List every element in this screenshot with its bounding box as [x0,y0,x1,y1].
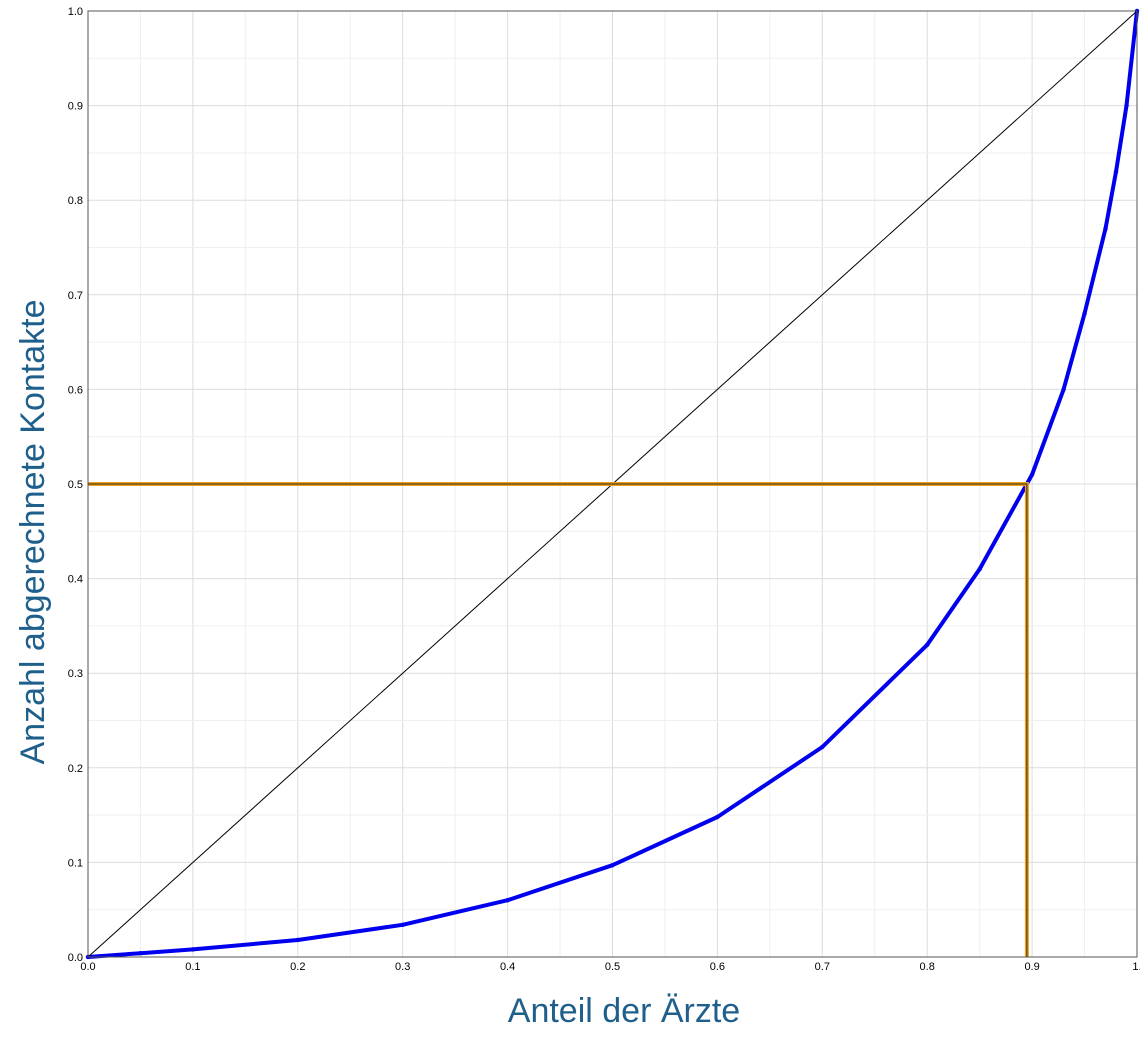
lorenz-curve-point [715,815,719,819]
y-tick-label: 0.8 [68,195,83,207]
lorenz-curve-point [1030,472,1034,476]
x-tick-label: 1. [1132,961,1140,973]
y-axis-ticks: 0.0 0.1 0.2 0.3 0.4 0.5 0.6 0.7 0.8 0.9 1.0 [68,6,83,964]
x-axis-title: Anteil der Ärzte [508,992,740,1030]
y-tick-label: 1.0 [68,6,83,18]
lorenz-curve-point [977,567,981,571]
x-tick-label: 0.2 [290,961,305,973]
y-tick-label: 0.3 [68,668,83,680]
x-tick-label: 0.9 [1024,961,1039,973]
lorenz-curve-point [138,951,142,955]
y-tick-label: 0.0 [68,952,83,964]
y-tick-label: 0.2 [68,763,83,775]
x-tick-label: 0.1 [185,961,200,973]
lorenz-curve-point [820,745,824,749]
y-tick-label: 0.9 [68,101,83,113]
x-tick-label: 0.7 [815,961,830,973]
lorenz-curve-point [610,863,614,867]
lorenz-curve-point [1082,312,1086,316]
y-tick-label: 0.5 [68,479,83,491]
lorenz-curve-point [925,643,929,647]
x-tick-label: 0.6 [710,961,725,973]
x-tick-label: 0.4 [500,961,515,973]
y-axis-title: Anzahl abgerechnete Kontakte [14,299,52,764]
lorenz-curve-point [1103,226,1107,230]
y-tick-label: 0.4 [68,574,83,586]
y-tick-label: 0.6 [68,384,83,396]
x-tick-label: 0.3 [395,961,410,973]
x-tick-label: 0.8 [920,961,935,973]
lorenz-curve-point [1114,170,1118,174]
lorenz-curve-point [1124,103,1128,107]
x-tick-label: 0.5 [605,961,620,973]
lorenz-curve-point [401,923,405,927]
x-axis-ticks: 0.00.10.20.30.40.50.60.70.80.91. [80,961,1140,973]
lorenz-curve-point [1061,387,1065,391]
lorenz-curve-point [296,938,300,942]
lorenz-curve-point [505,898,509,902]
lorenz-curve-point [191,947,195,951]
y-tick-label: 0.7 [68,290,83,302]
y-tick-label: 0.1 [68,857,83,869]
